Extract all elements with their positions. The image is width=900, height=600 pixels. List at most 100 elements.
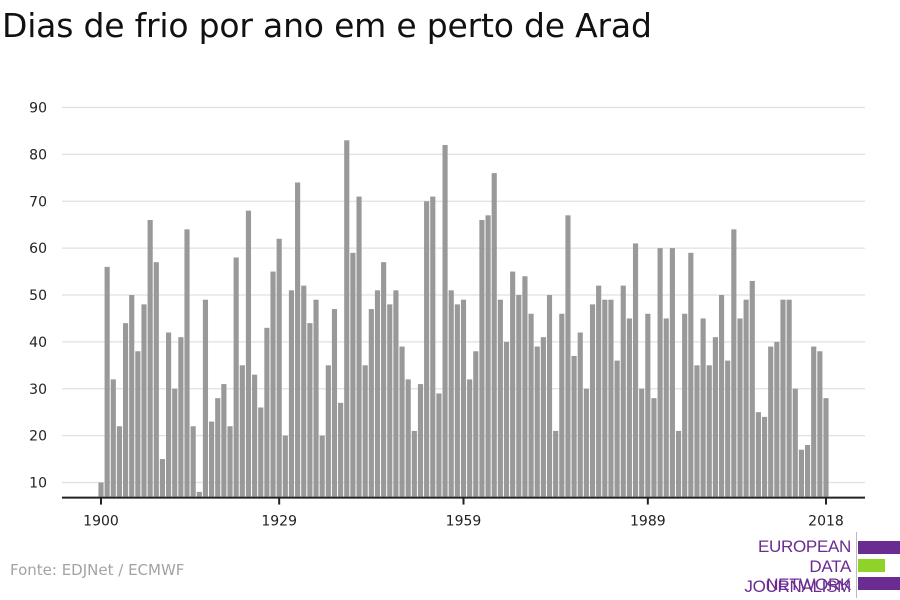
y-axis-ticks: 10 20 30 40 50 60 70 80 90 bbox=[29, 101, 47, 492]
bar bbox=[522, 276, 528, 497]
logo-text-european: EUROPEAN bbox=[757, 537, 851, 556]
bar bbox=[196, 491, 202, 497]
bar bbox=[761, 416, 768, 497]
bar bbox=[749, 280, 755, 497]
logo-bar-top bbox=[858, 541, 900, 554]
bar bbox=[780, 299, 786, 497]
bar bbox=[798, 449, 804, 497]
bar bbox=[497, 299, 503, 497]
bar bbox=[577, 332, 583, 497]
bar bbox=[331, 309, 338, 497]
x-tick-label: 1959 bbox=[446, 514, 482, 530]
bar bbox=[110, 379, 116, 497]
bar bbox=[645, 313, 651, 497]
bar bbox=[411, 430, 417, 497]
bar bbox=[374, 290, 381, 497]
bar bbox=[338, 402, 344, 497]
bar bbox=[424, 201, 430, 497]
bar bbox=[104, 266, 110, 497]
x-tick-label: 2018 bbox=[808, 514, 844, 530]
bar bbox=[282, 435, 288, 497]
bar bbox=[651, 398, 657, 497]
bar bbox=[725, 360, 731, 497]
bar bbox=[448, 290, 454, 497]
bar bbox=[190, 426, 196, 497]
bar bbox=[743, 299, 749, 497]
bar bbox=[571, 355, 577, 497]
bar bbox=[583, 388, 589, 497]
bar bbox=[608, 299, 614, 497]
bar bbox=[405, 379, 411, 497]
bar bbox=[356, 196, 362, 497]
bar bbox=[258, 407, 264, 497]
bar bbox=[221, 384, 227, 497]
bar bbox=[252, 374, 258, 497]
bar bbox=[540, 337, 546, 497]
bar bbox=[430, 196, 436, 497]
bar bbox=[417, 384, 424, 497]
bar bbox=[639, 388, 645, 497]
bar bbox=[264, 327, 270, 497]
source-note: Fonte: EDJNet / ECMWF bbox=[10, 561, 185, 579]
bar bbox=[786, 299, 792, 497]
y-tick-label: 20 bbox=[29, 429, 47, 445]
bar bbox=[172, 388, 178, 497]
bar bbox=[546, 295, 553, 497]
bar bbox=[202, 299, 209, 497]
bar bbox=[491, 173, 497, 497]
bar bbox=[368, 309, 374, 497]
bar bbox=[516, 295, 522, 497]
bar bbox=[399, 346, 405, 497]
bar bbox=[454, 304, 460, 497]
logo-text-network: NETWORK bbox=[766, 575, 851, 594]
y-tick-label: 80 bbox=[29, 147, 47, 163]
bar bbox=[178, 337, 184, 497]
bar bbox=[559, 313, 565, 497]
bar bbox=[147, 220, 153, 497]
bar bbox=[129, 295, 135, 497]
bar bbox=[774, 341, 780, 497]
bar bbox=[344, 140, 350, 497]
bar bbox=[614, 360, 620, 497]
bar bbox=[227, 426, 233, 497]
bar bbox=[565, 215, 571, 497]
bar bbox=[184, 229, 190, 497]
bar bbox=[626, 318, 632, 497]
bar bbox=[503, 341, 510, 497]
bar bbox=[387, 304, 393, 497]
bar bbox=[700, 318, 706, 497]
bar bbox=[553, 430, 559, 497]
bar bbox=[510, 271, 516, 497]
bar bbox=[166, 332, 172, 497]
bar bbox=[135, 351, 141, 497]
bar bbox=[325, 365, 331, 497]
bar bbox=[123, 323, 129, 497]
bar bbox=[288, 290, 295, 497]
bar bbox=[657, 248, 663, 497]
bar bbox=[589, 304, 596, 497]
bar bbox=[768, 346, 774, 497]
bar bbox=[755, 412, 761, 497]
chart-title: Dias de frio por ano em e perto de Arad bbox=[2, 6, 652, 45]
bar bbox=[215, 398, 221, 497]
bar bbox=[473, 351, 479, 497]
bar bbox=[295, 182, 301, 497]
bar bbox=[436, 393, 442, 497]
bar bbox=[669, 248, 675, 497]
y-tick-label: 90 bbox=[29, 101, 47, 117]
bar bbox=[381, 262, 387, 497]
bars bbox=[98, 140, 829, 497]
x-axis-ticks: 1900 1929 1959 1989 2018 bbox=[83, 497, 844, 530]
bar bbox=[301, 285, 307, 497]
bar bbox=[688, 252, 694, 497]
bar bbox=[712, 337, 718, 497]
bar bbox=[442, 145, 448, 497]
bar bbox=[682, 313, 688, 497]
bar bbox=[485, 215, 491, 497]
bar bbox=[731, 229, 737, 497]
bar bbox=[479, 220, 485, 497]
logo-text-data-journalism: DATA JOURNALISM bbox=[744, 557, 851, 596]
bar bbox=[98, 482, 104, 497]
edjnet-logo: EUROPEAN DATA JOURNALISM NETWORK bbox=[700, 530, 900, 600]
x-tick-label: 1929 bbox=[261, 514, 297, 530]
